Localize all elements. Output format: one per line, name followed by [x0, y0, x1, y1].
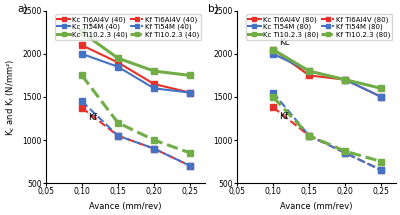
X-axis label: Avance (mm/rev): Avance (mm/rev)	[280, 202, 353, 211]
Text: Kf: Kf	[279, 112, 288, 121]
Legend: Kc Ti6Al4V (40), Kc Ti54M (40), Kc Ti10.2.3 (40), Kf Ti6Al4V (40), Kf Ti54M (40): Kc Ti6Al4V (40), Kc Ti54M (40), Kc Ti10.…	[55, 14, 201, 40]
Legend: Kc Ti6Al4V (80), Kc Ti54M (80), Kc Ti10.2.3 (80), Kf Ti6Al4V (80), Kf Ti54M (80): Kc Ti6Al4V (80), Kc Ti54M (80), Kc Ti10.…	[246, 14, 392, 40]
X-axis label: Avance (mm/rev): Avance (mm/rev)	[89, 202, 162, 211]
Text: Kf: Kf	[88, 113, 97, 122]
Y-axis label: K$_c$ and K$_f$ (N/mm²): K$_c$ and K$_f$ (N/mm²)	[4, 58, 17, 136]
Text: Kc: Kc	[279, 38, 290, 47]
Text: b): b)	[208, 4, 219, 14]
Text: Kc: Kc	[88, 21, 98, 30]
Text: a): a)	[17, 4, 28, 14]
